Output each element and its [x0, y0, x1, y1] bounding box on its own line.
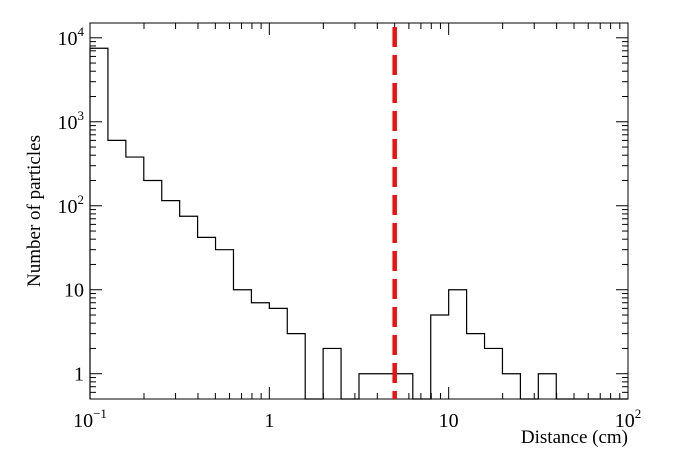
- x-tick-label: 10−1: [73, 406, 107, 432]
- y-axis-ticks: [90, 37, 628, 400]
- x-axis-title: Distance (cm): [521, 427, 628, 448]
- y-axis-tick-labels: 1 10 102 103 104: [58, 24, 85, 386]
- y-tick-label: 1: [74, 364, 84, 386]
- y-axis-title: Number of particles: [24, 135, 45, 287]
- y-tick-label: 10: [64, 280, 84, 302]
- x-tick-label: 102: [615, 406, 642, 432]
- x-tick-label: 1: [264, 410, 274, 432]
- x-axis-ticks: [89, 23, 629, 399]
- y-tick-label: 103: [58, 108, 85, 134]
- x-axis-tick-labels: 10−1 1 10 102: [73, 406, 641, 432]
- y-tick-label: 104: [58, 24, 85, 50]
- y-tick-label: 102: [58, 192, 85, 218]
- x-tick-label: 10: [439, 410, 459, 432]
- plot-frame: [89, 22, 629, 400]
- histogram-series: [89, 47, 628, 400]
